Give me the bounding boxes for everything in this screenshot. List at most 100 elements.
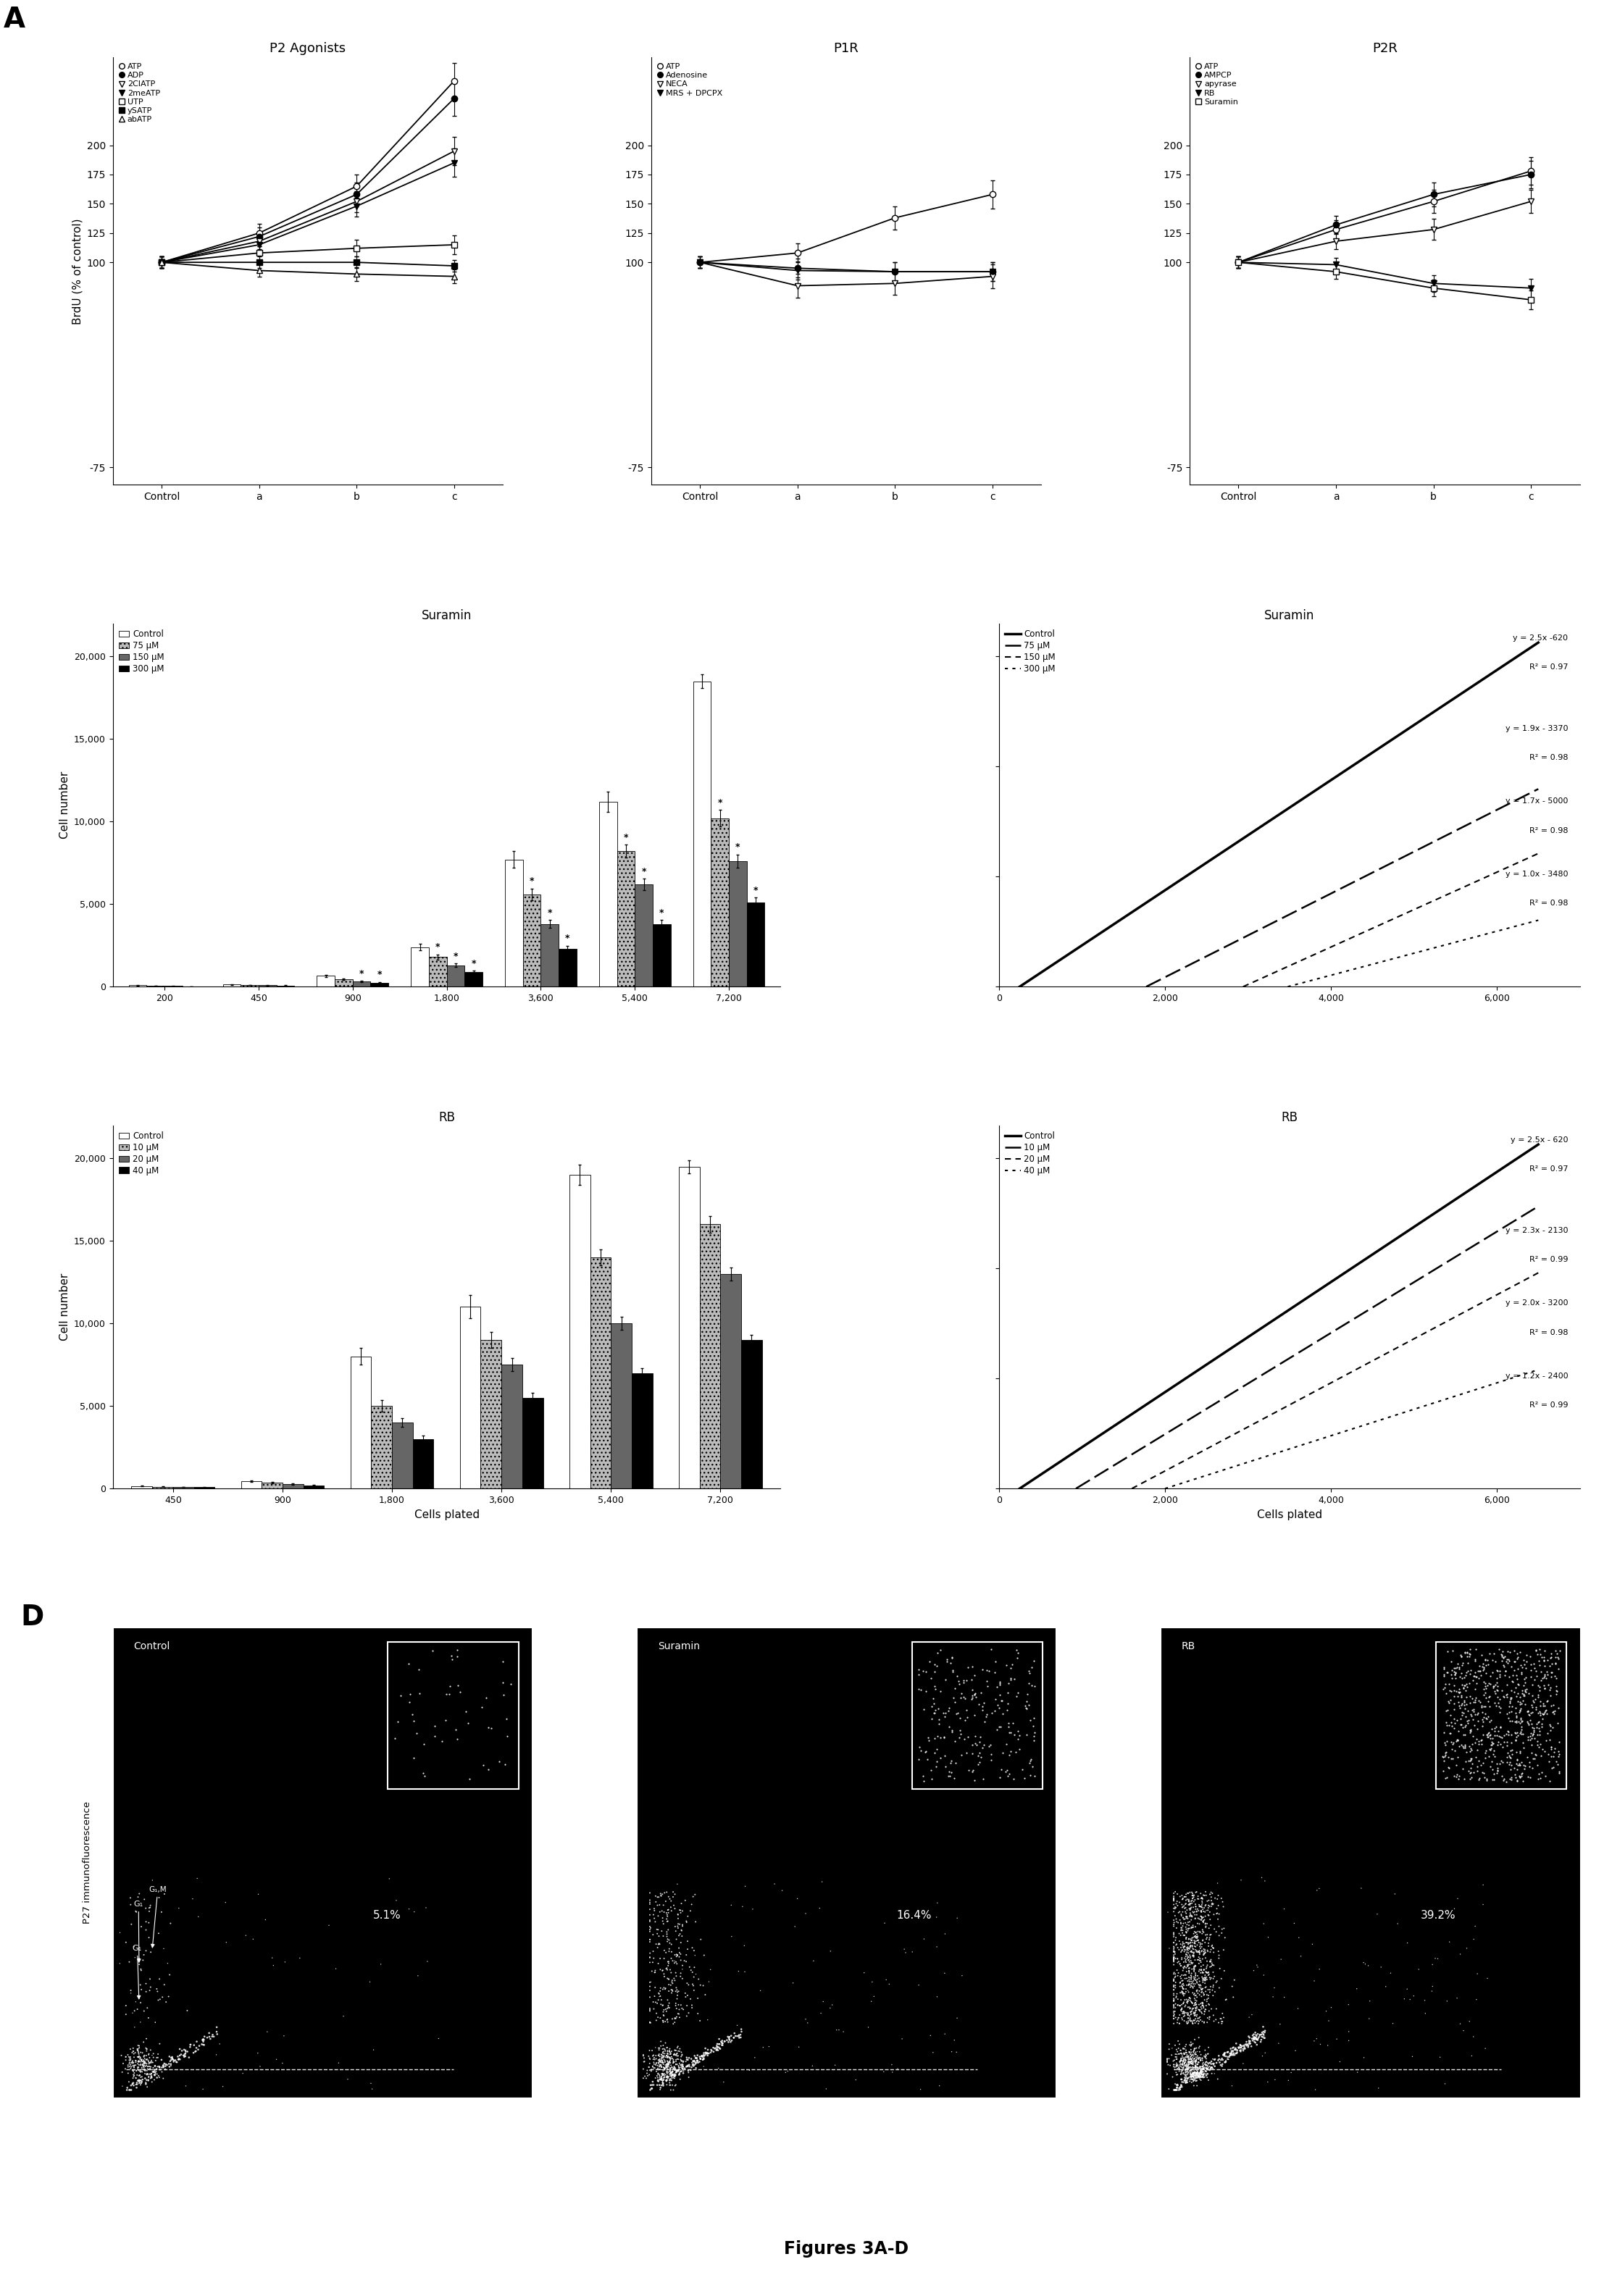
Point xyxy=(127,1984,153,2020)
Point xyxy=(650,2064,675,2101)
Point xyxy=(132,2043,158,2080)
Point xyxy=(126,2043,152,2080)
Point xyxy=(1475,1717,1501,1754)
Point xyxy=(1514,1738,1539,1775)
Point xyxy=(1507,1685,1533,1722)
Point xyxy=(653,2025,679,2062)
Point xyxy=(1451,1685,1477,1722)
Point xyxy=(1351,1945,1377,1981)
Point xyxy=(1169,1963,1194,2000)
Bar xyxy=(303,1486,324,1488)
Point xyxy=(922,1667,948,1704)
Point xyxy=(1177,1887,1203,1924)
Point xyxy=(675,2060,701,2096)
Point xyxy=(1172,2053,1198,2089)
Point xyxy=(1504,1752,1530,1789)
Point xyxy=(1512,1660,1538,1697)
Y-axis label: BrdU (% of control): BrdU (% of control) xyxy=(73,218,82,324)
Point xyxy=(650,2062,675,2099)
Point xyxy=(645,2000,671,2037)
Point xyxy=(1177,2057,1203,2094)
Point xyxy=(651,2032,677,2069)
Point xyxy=(1170,2043,1196,2080)
Point xyxy=(1440,1724,1465,1761)
Point xyxy=(1441,1699,1467,1736)
Point xyxy=(1178,2046,1204,2082)
Point xyxy=(1438,1660,1464,1697)
Point xyxy=(1014,1690,1040,1727)
Point xyxy=(671,2043,696,2080)
Point xyxy=(156,1956,182,1993)
Point xyxy=(1175,1931,1201,1968)
Point xyxy=(113,1988,139,2025)
Point xyxy=(1489,1637,1515,1674)
Point xyxy=(1183,2055,1209,2092)
Point xyxy=(650,2037,675,2073)
Point xyxy=(1194,2050,1220,2087)
Point xyxy=(769,1871,795,1908)
Point xyxy=(1190,1922,1215,1958)
Point xyxy=(995,1692,1020,1729)
Point xyxy=(646,2030,672,2066)
Point xyxy=(1177,1958,1203,1995)
Point xyxy=(1504,1761,1530,1798)
Point xyxy=(1180,2057,1206,2094)
Point xyxy=(680,1968,706,2004)
Point xyxy=(140,1862,166,1899)
Point xyxy=(1183,2055,1209,2092)
Point xyxy=(1190,1954,1215,1991)
Point xyxy=(658,2055,683,2092)
Point xyxy=(1193,1956,1219,1993)
Point xyxy=(922,1646,948,1683)
Point xyxy=(1459,1651,1485,1688)
Point xyxy=(126,1878,152,1915)
Point xyxy=(1196,1924,1222,1961)
Point xyxy=(1186,1913,1212,1949)
Point xyxy=(674,2048,700,2085)
Point xyxy=(1249,2014,1275,2050)
Point xyxy=(693,2034,719,2071)
Point xyxy=(131,1936,156,1972)
Point xyxy=(1191,1903,1217,1940)
Point xyxy=(422,1717,448,1754)
Point xyxy=(121,2009,147,2046)
Point xyxy=(704,2030,730,2066)
Point xyxy=(935,1759,961,1795)
Point xyxy=(1196,1887,1222,1924)
Point xyxy=(916,1720,941,1756)
Point xyxy=(922,1692,948,1729)
Point xyxy=(1180,1883,1206,1919)
Point xyxy=(1188,1952,1214,1988)
Point xyxy=(635,2048,661,2085)
Point xyxy=(650,2043,675,2080)
Point xyxy=(1198,1991,1224,2027)
Point xyxy=(132,2043,158,2080)
Point xyxy=(137,2043,163,2080)
Point xyxy=(1230,2027,1256,2064)
Point xyxy=(1485,1660,1510,1697)
Point xyxy=(1483,1708,1509,1745)
Point xyxy=(1182,1995,1207,2032)
Point xyxy=(1164,2055,1190,2092)
Point xyxy=(1186,2057,1212,2094)
Point xyxy=(1188,1991,1214,2027)
Point xyxy=(1175,2050,1201,2087)
Point xyxy=(1182,1929,1207,1965)
Point xyxy=(1356,2000,1381,2037)
Point xyxy=(635,2057,661,2094)
Point xyxy=(1499,1665,1525,1701)
Point xyxy=(1498,1738,1523,1775)
Point xyxy=(121,2032,147,2069)
Point xyxy=(993,1754,1019,1791)
Point xyxy=(672,2043,698,2080)
Point xyxy=(1169,1986,1194,2023)
Point xyxy=(1454,1706,1480,1743)
Point xyxy=(1174,1910,1199,1947)
Point xyxy=(1488,1681,1514,1717)
Point xyxy=(664,1981,690,2018)
Point xyxy=(1161,1924,1186,1961)
Point xyxy=(995,1706,1020,1743)
Point xyxy=(1480,1724,1506,1761)
Point xyxy=(1175,1995,1201,2032)
Point xyxy=(1483,1671,1509,1708)
